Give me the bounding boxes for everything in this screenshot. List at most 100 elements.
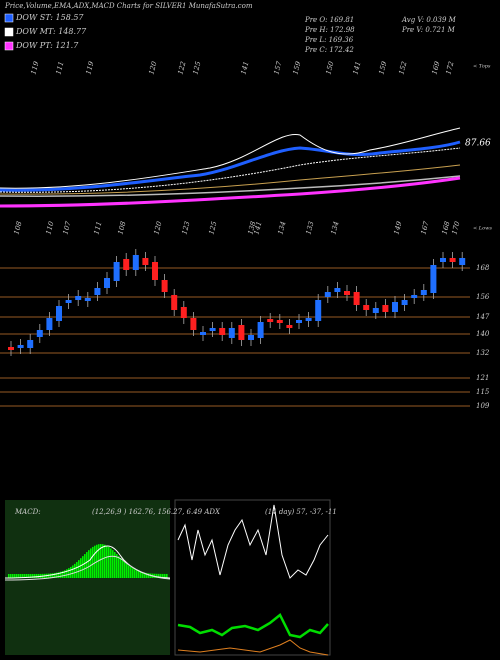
candle xyxy=(267,319,274,322)
candle xyxy=(171,295,178,310)
macd-bar xyxy=(36,573,38,578)
macd-bar xyxy=(94,545,96,578)
macd-bar xyxy=(136,570,138,578)
candle xyxy=(190,318,197,330)
macd-bar xyxy=(128,565,130,578)
macd-bar xyxy=(18,573,20,578)
level-label: 121 xyxy=(476,374,489,382)
candle xyxy=(382,305,389,312)
candle xyxy=(372,308,379,313)
macd-bar xyxy=(74,563,76,578)
candle xyxy=(276,320,283,323)
macd-bar xyxy=(26,573,28,578)
candle xyxy=(238,325,245,340)
signal-line xyxy=(4,555,171,581)
macd-bar xyxy=(72,565,74,578)
title: Price,Volume,EMA,ADX,MACD Charts for SIL… xyxy=(4,2,253,10)
tops-marker: < Tops xyxy=(473,64,491,70)
candle xyxy=(104,278,110,288)
ema-dow-pt xyxy=(0,176,461,208)
candle xyxy=(228,328,235,338)
macd-bar xyxy=(134,569,136,578)
top-label: 172 xyxy=(444,60,455,76)
macd-bar xyxy=(24,573,26,578)
level-label: 147 xyxy=(476,313,490,321)
candle xyxy=(344,291,350,295)
low-label: 134 xyxy=(276,221,287,236)
lows-marker: < Lows xyxy=(473,226,492,232)
low-label: 110 xyxy=(44,220,55,236)
low-label: 149 xyxy=(392,220,403,236)
macd-bar xyxy=(28,573,30,578)
ema-mid xyxy=(0,147,461,193)
level-label: 115 xyxy=(476,388,490,396)
macd-bar xyxy=(12,573,14,578)
macd-bar xyxy=(130,566,132,578)
price-info: Pre L: 169.36 xyxy=(304,36,354,44)
top-label: 122 xyxy=(176,60,187,76)
candle xyxy=(75,296,82,300)
candle xyxy=(36,330,43,337)
top-label: 159 xyxy=(377,60,388,76)
low-label: 133 xyxy=(304,220,315,236)
macd-bar xyxy=(142,572,144,578)
candle xyxy=(315,300,322,321)
low-label: 168 xyxy=(440,220,451,236)
macd-bar xyxy=(122,560,124,578)
candle xyxy=(257,322,264,338)
macd-bar xyxy=(52,573,54,578)
macd-bar xyxy=(124,562,126,578)
macd-bar xyxy=(154,573,156,578)
macd-bar xyxy=(166,573,168,578)
macd-bar xyxy=(164,573,166,578)
ema-short xyxy=(0,140,461,192)
macd-bar xyxy=(10,573,12,578)
low-label: 108 xyxy=(116,220,127,236)
candle xyxy=(430,265,437,293)
level-label: 109 xyxy=(476,402,490,410)
di-plus-line xyxy=(177,613,329,639)
macd-bar xyxy=(20,573,22,578)
candle xyxy=(324,292,331,297)
macd-bar xyxy=(118,556,120,578)
candle xyxy=(27,340,34,348)
candle xyxy=(401,300,408,305)
macd-bar xyxy=(82,556,84,578)
candle xyxy=(440,258,446,262)
volume-info: Pre V: 0.721 M xyxy=(401,26,456,34)
candle xyxy=(411,295,418,298)
candle xyxy=(363,305,370,310)
candle xyxy=(420,290,427,295)
macd-bar xyxy=(56,572,58,578)
macd-bar xyxy=(30,573,32,578)
candle xyxy=(56,306,62,321)
macd-bar xyxy=(100,544,102,578)
legend-label: DOW MT: 148.77 xyxy=(15,27,87,36)
macd-bar xyxy=(62,571,64,578)
macd-bar xyxy=(106,545,108,578)
macd-bar xyxy=(50,573,52,578)
price-line xyxy=(0,127,461,189)
low-label: 134 xyxy=(329,221,340,236)
candle xyxy=(353,292,360,305)
low-label: 141 xyxy=(252,221,263,236)
price-info: Pre H: 172.98 xyxy=(304,26,355,34)
ema-label: 87.66 xyxy=(465,139,491,149)
candle xyxy=(142,258,149,265)
low-label: 107 xyxy=(61,220,72,236)
level-label: 132 xyxy=(476,349,490,357)
top-label: 119 xyxy=(29,60,40,76)
macd-bar xyxy=(86,552,88,578)
macd-bar xyxy=(144,572,146,578)
macd-bar xyxy=(66,569,68,578)
macd-bar xyxy=(70,566,72,578)
low-label: 167 xyxy=(419,220,430,236)
legend-swatch xyxy=(4,27,14,37)
candle xyxy=(152,262,158,280)
macd-bar xyxy=(138,571,140,578)
macd-bar xyxy=(146,572,148,578)
candle xyxy=(8,347,14,350)
candle xyxy=(65,300,72,303)
top-label: 169 xyxy=(430,60,441,76)
